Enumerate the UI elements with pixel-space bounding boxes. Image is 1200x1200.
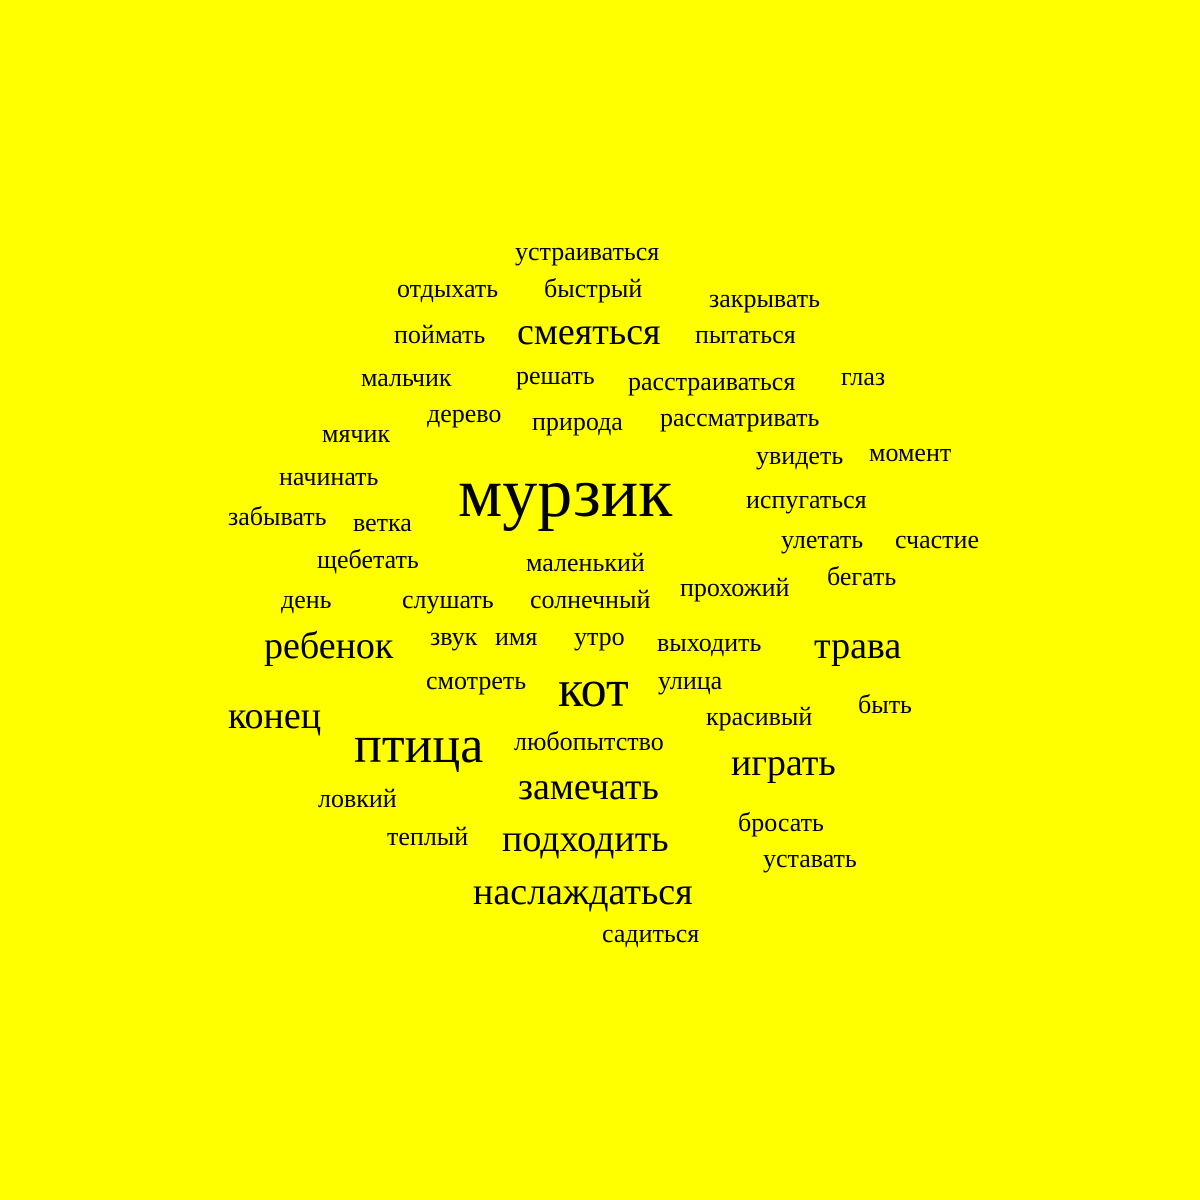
word-lovkiy: ловкий	[318, 784, 397, 813]
word-smotret: смотреть	[426, 666, 527, 695]
word-kot: кот	[558, 661, 629, 718]
word-utro: утро	[574, 622, 625, 651]
word-zabyvat: забывать	[228, 502, 327, 531]
word-slushat: слушать	[402, 585, 494, 614]
word-ustraivatsya: устраиваться	[515, 237, 660, 266]
word-rebenok: ребенок	[264, 625, 394, 667]
word-derevo: дерево	[427, 399, 502, 428]
word-smeyatsya: смеяться	[517, 311, 661, 353]
word-zamechat: замечать	[518, 766, 659, 808]
word-priroda: природа	[532, 407, 623, 436]
word-zakryvat: закрывать	[709, 284, 820, 313]
word-begat: бегать	[827, 562, 897, 591]
word-bystryy: быстрый	[544, 274, 643, 303]
word-myachik: мячик	[322, 419, 391, 448]
word-uvidet: увидеть	[756, 441, 844, 470]
word-vykhodit: выходить	[657, 628, 762, 657]
word-malchik: мальчик	[361, 363, 452, 392]
word-trava: трава	[814, 625, 902, 667]
word-moment: момент	[869, 438, 952, 467]
word-brosat: бросать	[738, 808, 824, 837]
word-krasivyy: красивый	[706, 702, 813, 731]
word-otdykhat: отдыхать	[397, 274, 499, 303]
word-vetka: ветка	[353, 508, 412, 537]
word-naslazhdatsya: наслаждаться	[473, 871, 693, 913]
word-ispugatsya: испугаться	[746, 485, 867, 514]
word-zvuk: звук	[430, 622, 478, 651]
word-ulitsa: улица	[658, 666, 723, 695]
word-murzik: мурзик	[458, 455, 673, 532]
word-reshat: решать	[516, 361, 595, 390]
word-prokhozhiy: прохожий	[680, 573, 790, 602]
word-ptitsa: птица	[354, 717, 484, 774]
word-rasstraivatsya: расстраиваться	[628, 367, 796, 396]
word-saditsya: садиться	[602, 919, 700, 948]
word-glaz: глаз	[841, 362, 886, 391]
word-konets: конец	[228, 695, 322, 737]
word-poymat: поймать	[394, 320, 486, 349]
word-rassmatrivat: рассматривать	[660, 403, 820, 432]
word-schastie: счастие	[895, 525, 979, 554]
word-imya: имя	[495, 622, 538, 651]
word-uletat: улетать	[781, 525, 864, 554]
word-teplyy: теплый	[387, 822, 469, 851]
word-shchebetat: щебетать	[317, 545, 419, 574]
word-solnechnyy: солнечный	[530, 585, 651, 614]
word-ustavat: уставать	[763, 844, 857, 873]
word-malenkiy: маленький	[526, 548, 645, 577]
word-podkhodit: подходить	[502, 818, 669, 860]
word-den: день	[281, 585, 332, 614]
word-nachinat: начинать	[279, 462, 379, 491]
word-lyubopytstvo: любопытство	[514, 727, 664, 756]
word-pytatsya: пытаться	[695, 320, 796, 349]
word-igrat: играть	[731, 742, 836, 784]
word-byt: быть	[858, 690, 912, 719]
